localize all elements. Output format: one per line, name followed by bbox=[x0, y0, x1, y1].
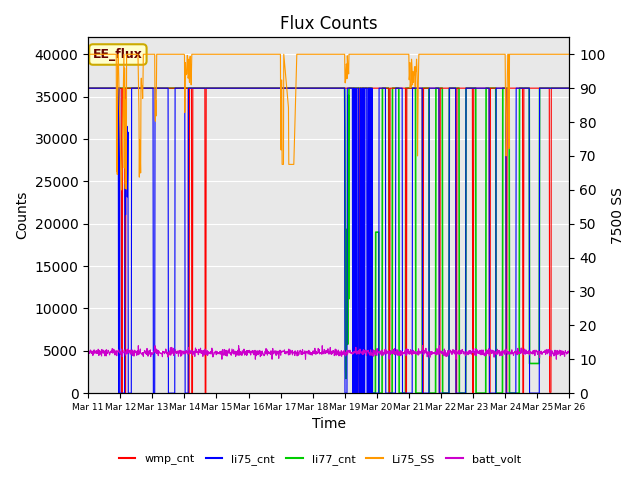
Y-axis label: Counts: Counts bbox=[15, 191, 29, 240]
Y-axis label: 7500 SS: 7500 SS bbox=[611, 187, 625, 244]
Legend: wmp_cnt, li75_cnt, li77_cnt, Li75_SS, batt_volt: wmp_cnt, li75_cnt, li77_cnt, Li75_SS, ba… bbox=[115, 450, 525, 469]
X-axis label: Time: Time bbox=[312, 418, 346, 432]
Text: EE_flux: EE_flux bbox=[93, 48, 143, 61]
Title: Flux Counts: Flux Counts bbox=[280, 15, 378, 33]
